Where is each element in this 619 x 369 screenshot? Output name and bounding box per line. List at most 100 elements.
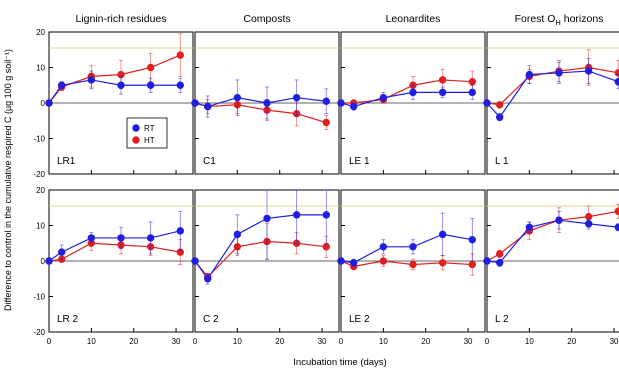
data-point: [409, 243, 417, 251]
data-point: [614, 207, 619, 215]
series-HT: [483, 49, 619, 109]
y-tick-label: -20: [33, 170, 45, 179]
x-tick-label: 10: [379, 337, 388, 346]
panel-label: LR1: [57, 156, 76, 167]
x-axis-label: Incubation time (days): [293, 357, 386, 368]
panel-label: C1: [203, 156, 216, 167]
data-point: [58, 81, 66, 89]
y-tick-label: 10: [36, 222, 45, 231]
series-RT: [337, 84, 476, 111]
data-point: [496, 259, 504, 267]
x-tick-label: 20: [275, 337, 284, 346]
panel-label: LE 2: [349, 314, 370, 325]
data-point: [322, 211, 330, 219]
series-line: [194, 240, 327, 278]
x-tick-label: 20: [567, 337, 576, 346]
column-title-0: Lignin-rich residues: [75, 13, 166, 25]
series-line: [340, 233, 473, 264]
data-point: [292, 211, 301, 219]
data-point: [496, 250, 504, 258]
data-point: [584, 220, 593, 228]
legend-marker-rt: [132, 124, 140, 132]
data-point: [87, 234, 96, 242]
series-RT: [483, 58, 619, 122]
panel-label: L 1: [495, 156, 509, 167]
data-point: [409, 260, 417, 269]
legend-box: [126, 117, 168, 149]
series-line: [48, 54, 181, 104]
data-point: [176, 51, 184, 59]
y-tick-label: -20: [33, 328, 45, 337]
panel-5: 0 10 20 30 C 2: [191, 189, 340, 346]
series-line: [486, 70, 619, 119]
series-RT: [45, 70, 184, 107]
x-tick-label: 30: [318, 337, 327, 346]
data-point: [468, 260, 476, 269]
data-point: [322, 118, 330, 127]
data-point: [263, 214, 271, 223]
x-tick-label: 30: [464, 337, 473, 346]
data-point: [176, 81, 184, 89]
data-point: [483, 99, 491, 107]
data-point: [438, 88, 447, 97]
data-point: [117, 81, 125, 89]
panel-7: 0 10 20 30 L 2: [483, 189, 619, 346]
legend-label-ht: HT: [144, 136, 155, 145]
series-HT: [337, 68, 476, 107]
data-point: [350, 102, 358, 111]
data-point: [233, 93, 242, 102]
data-point: [233, 230, 242, 239]
data-point: [146, 234, 155, 242]
data-point: [468, 88, 476, 97]
data-point: [614, 223, 619, 231]
series-line: [340, 91, 473, 108]
y-tick-label: 20: [36, 186, 45, 195]
x-tick-label: 0: [485, 337, 490, 346]
x-tick-label: 30: [172, 337, 181, 346]
y-tick-label: 0: [41, 257, 46, 266]
data-point: [438, 230, 447, 239]
series-line: [194, 97, 327, 108]
legend-marker-ht: [132, 136, 140, 144]
y-tick-label: 20: [36, 28, 45, 37]
y-tick-label: -10: [33, 135, 45, 144]
data-point: [191, 99, 199, 107]
data-point: [204, 102, 212, 111]
data-point: [379, 257, 388, 265]
x-tick-label: 10: [87, 337, 96, 346]
data-point: [496, 101, 504, 109]
column-title-2: Leonardites: [386, 13, 441, 25]
series-line: [48, 242, 181, 262]
data-point: [525, 70, 534, 79]
series-line: [48, 79, 181, 104]
data-point: [322, 97, 330, 105]
panel-label: C 2: [203, 314, 219, 325]
series-RT: [45, 210, 184, 265]
legend-label-rt: RT: [144, 124, 155, 133]
series-RT: [337, 212, 476, 267]
y-tick-label: 0: [41, 99, 46, 108]
data-point: [483, 257, 491, 265]
data-point: [191, 257, 199, 265]
data-point: [45, 257, 53, 265]
data-point: [350, 259, 358, 267]
data-point: [146, 81, 155, 89]
panel-0: -20 -10 0 10 20 LR1 RT HT: [33, 28, 194, 179]
x-tick-label: 0: [193, 337, 198, 346]
data-point: [204, 275, 212, 283]
column-title-1: Composts: [243, 13, 290, 25]
data-point: [525, 223, 534, 231]
data-point: [337, 257, 345, 265]
data-point: [322, 243, 330, 251]
series-line: [340, 260, 473, 267]
x-tick-label: 20: [129, 337, 138, 346]
y-axis-label: Difference to control in the cumulative …: [3, 49, 13, 311]
x-tick-label: 0: [339, 337, 344, 346]
x-tick-label: 10: [233, 337, 242, 346]
data-point: [58, 248, 66, 256]
series-RT: [483, 210, 619, 267]
y-tick-label: 10: [36, 64, 45, 73]
panels: -20 -10 0 10 20 LR1 RT HT C1 LE 1 L 1 -20 -10 0 10 20 0 1…: [33, 28, 619, 346]
data-point: [468, 236, 476, 244]
data-point: [117, 234, 125, 242]
